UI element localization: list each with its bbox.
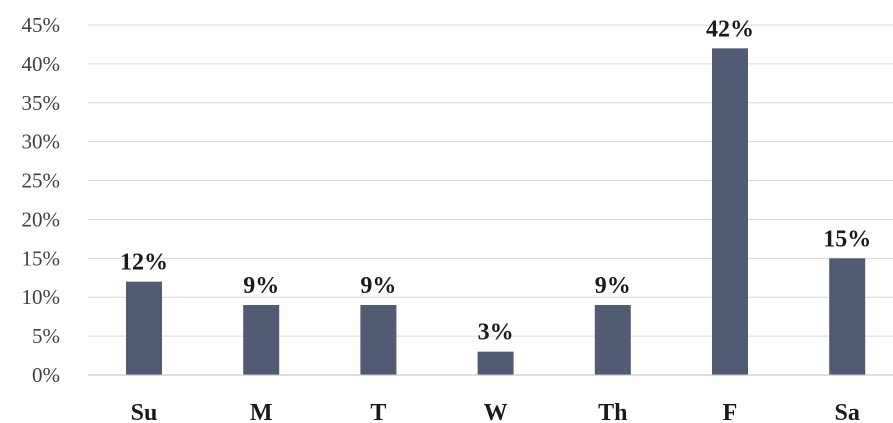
category-label: M — [250, 400, 273, 423]
category-label: Sa — [835, 400, 860, 423]
data-label: 9% — [595, 273, 631, 299]
data-label: 9% — [360, 273, 396, 299]
category-label: T — [370, 400, 386, 423]
data-label: 42% — [706, 16, 754, 42]
bar-su — [126, 281, 162, 375]
data-labels: 12% 9% 9% 3% 9% 42% 15% — [120, 16, 871, 345]
y-tick-label: 0% — [32, 363, 60, 387]
bars — [126, 48, 866, 375]
y-tick-label: 45% — [22, 13, 61, 37]
data-label: 9% — [243, 273, 279, 299]
data-label: 12% — [120, 250, 168, 276]
y-tick-label: 25% — [22, 169, 61, 193]
y-axis-tick-labels: 0% 5% 10% 15% 20% 25% 30% 35% 40% 45% — [22, 13, 61, 387]
bar-w — [477, 351, 514, 375]
category-label: Su — [131, 400, 158, 423]
y-tick-label: 20% — [22, 207, 61, 231]
data-label: 3% — [478, 320, 514, 346]
y-tick-label: 5% — [32, 324, 60, 348]
gridlines — [88, 24, 893, 337]
bar-t — [360, 305, 397, 375]
category-label: Th — [598, 400, 627, 423]
y-tick-label: 40% — [22, 52, 61, 76]
bar-m — [243, 305, 280, 375]
bar-sa — [829, 258, 866, 375]
y-tick-label: 30% — [22, 130, 61, 154]
y-tick-label: 35% — [22, 91, 61, 115]
category-label: W — [484, 400, 508, 423]
y-tick-label: 15% — [22, 246, 61, 270]
category-label: F — [723, 400, 738, 423]
data-label: 15% — [823, 226, 871, 252]
y-tick-label: 10% — [22, 285, 61, 309]
x-axis-category-labels: Su M T W Th F Sa — [131, 400, 860, 423]
bar-th — [594, 305, 631, 375]
bar-f — [712, 48, 748, 375]
